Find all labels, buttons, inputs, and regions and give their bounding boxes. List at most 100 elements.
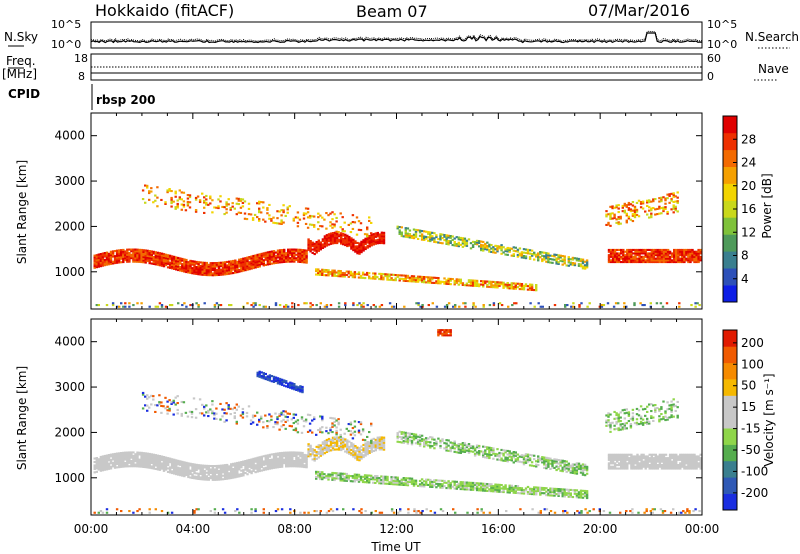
power-cell [248,268,251,271]
power-cell [431,238,434,241]
velocity-cell [138,453,141,456]
power-cell [213,305,217,308]
velocity-cell [228,475,231,478]
velocity-cell [420,439,424,442]
power-cell [278,252,282,255]
velocity-cell [583,474,587,477]
velocity-cell [254,460,257,463]
velocity-cell [492,452,495,455]
velocity-cell [524,458,528,461]
power-cell [180,198,183,201]
velocity-cell [146,454,149,457]
velocity-cell [569,464,572,467]
power-cell [652,207,655,210]
power-cell [679,250,682,253]
power-cell [323,237,327,240]
velocity-cell [545,456,548,459]
velocity-cell [250,470,253,473]
velocity-cell [361,430,365,433]
velocity-cell [309,453,312,456]
power-cell [396,227,399,230]
power-cell [617,211,620,214]
power-cell [289,250,292,253]
power-cell [95,255,98,258]
power-cell [666,255,670,258]
velocity-cell [340,447,343,450]
power-cell [337,238,341,241]
power-cell [244,258,247,261]
velocity-cell [449,446,452,449]
power-cell [673,255,676,258]
power-cell [656,252,660,255]
velocity-cell [146,457,149,460]
power-cell [615,221,618,224]
velocity-cell [573,472,577,475]
velocity-cell [451,441,454,444]
power-cell [514,282,517,285]
velocity-cell [535,486,538,489]
power-cell [193,262,196,265]
power-cell [639,202,643,205]
power-cell [522,255,526,258]
power-cell [508,285,511,288]
velocity-cell [335,429,338,432]
velocity-cell [134,460,137,463]
power-cell [325,305,329,308]
power-cell [236,264,239,267]
power-cell [93,258,96,261]
velocity-cell [211,403,214,406]
velocity-cell [400,431,403,434]
velocity-cell [285,461,288,464]
power-cell [201,268,204,271]
velocity-cell [382,436,386,439]
power-cell [370,232,373,235]
power-cell [93,256,96,259]
power-cell [341,275,344,278]
power-cell [205,201,208,204]
power-cell [304,212,308,215]
power-cell [623,211,626,214]
power-cell [146,249,149,252]
power-cell [331,272,334,275]
power-cell [99,256,103,259]
velocity-cell [502,454,505,457]
power-cell [386,278,389,281]
power-cell [126,250,129,253]
power-cell [640,255,643,258]
power-cell [581,260,585,263]
velocity-cell [408,480,412,483]
velocity-cell [543,459,546,462]
power-cell [585,259,589,262]
power-cell [689,252,692,255]
power-cell [348,241,351,244]
power-cell [148,190,151,193]
power-cell [380,233,384,236]
power-cell [333,231,337,234]
power-cell [111,262,115,265]
velocity-cell [311,448,314,451]
velocity-cell [245,411,249,414]
power-cell [270,218,273,221]
power-cell [311,243,314,246]
power-cell [221,264,225,267]
velocity-cell [136,465,139,468]
velocity-cell [160,411,163,414]
power-cell [412,233,416,236]
velocity-cell [319,429,322,432]
power-cell [471,282,475,285]
power-cell [111,252,115,255]
power-cell [321,240,325,243]
power-cell [333,273,336,276]
power-cell [506,282,509,285]
power-cell [182,200,186,203]
velocity-cell [160,465,164,468]
power-cell [107,254,111,257]
power-cell [350,239,353,242]
power-cell [203,211,206,214]
power-cell [628,257,631,260]
velocity-cell [400,482,403,485]
power-cell [325,274,328,277]
power-cell [650,209,653,212]
velocity-cell [236,474,239,477]
power-cell [625,219,628,222]
